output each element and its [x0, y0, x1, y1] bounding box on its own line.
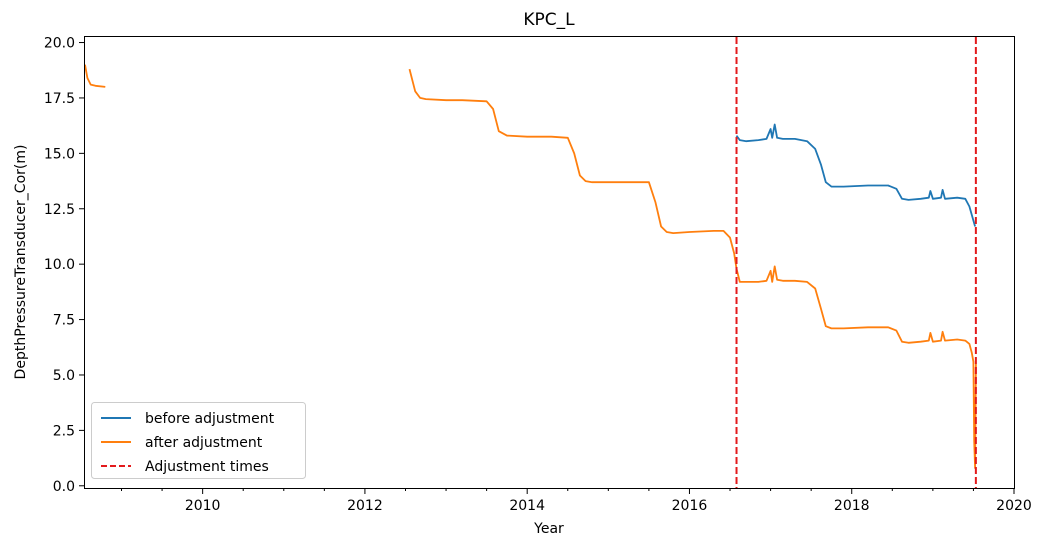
adjustment-lines-layer [735, 37, 977, 488]
x-tick-label: 2012 [347, 498, 383, 514]
y-tick-label: 15.0 [44, 146, 75, 162]
chart-title: KPC_L [523, 10, 575, 30]
series-line-before-adjustment [735, 123, 976, 227]
x-axis-title: Year [533, 521, 564, 537]
y-tick-label: 12.5 [44, 202, 75, 218]
y-tick-label: 5.0 [53, 368, 75, 384]
x-tick-label: 2016 [672, 498, 708, 514]
legend-label-after: after adjustment [145, 435, 263, 451]
legend-label-before: before adjustment [145, 411, 275, 427]
x-tick-label: 2010 [185, 498, 221, 514]
y-tick-label: 2.5 [53, 423, 75, 439]
legend-label-adjustment: Adjustment times [145, 459, 269, 475]
series-line-after-adjustment [408, 68, 977, 470]
legend: before adjustment after adjustment Adjus… [91, 402, 306, 479]
x-axis: 2010 2012 2014 2016 2018 2020 [121, 488, 1032, 514]
x-tick-label: 2018 [834, 498, 870, 514]
y-axis-title: DepthPressureTransducer_Cor(m) [13, 145, 29, 380]
x-tick-label: 2014 [509, 498, 545, 514]
x-tick-label: 2020 [996, 498, 1032, 514]
legend-box [91, 402, 306, 479]
y-tick-label: 0.0 [53, 479, 75, 495]
y-tick-label: 20.0 [44, 36, 75, 52]
series-line-after-adjustment [84, 64, 106, 88]
y-axis: 0.0 2.5 5.0 7.5 10.0 12.5 15.0 17.5 20.0 [44, 36, 85, 495]
series-layer [84, 64, 977, 470]
y-tick-label: 7.5 [53, 313, 75, 329]
plot-frame [84, 36, 1015, 489]
y-tick-label: 17.5 [44, 91, 75, 107]
y-tick-label: 10.0 [44, 257, 75, 273]
